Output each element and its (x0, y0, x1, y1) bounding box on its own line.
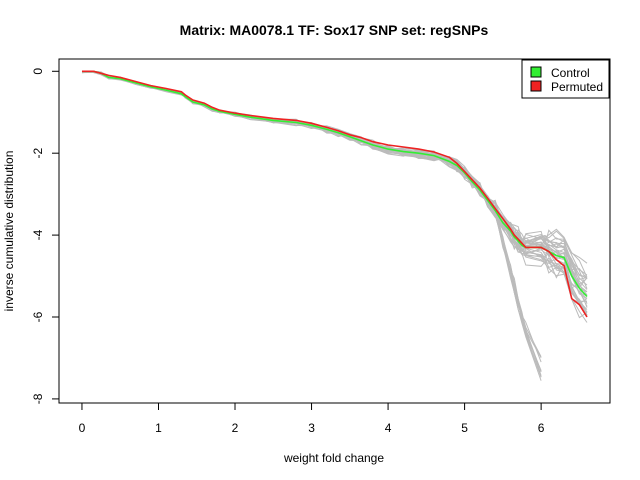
x-axis: 0 1 2 3 4 5 6 (79, 402, 545, 435)
series-line-control (82, 70, 588, 298)
background-run-line (81, 70, 542, 371)
y-tick-label: 0 (31, 68, 45, 75)
x-tick-label: 2 (232, 421, 239, 435)
background-run-line (82, 70, 588, 286)
background-run-line (81, 70, 588, 276)
background-run-line (81, 70, 542, 381)
y-axis: 0 -2 -4 -6 -8 (31, 68, 60, 404)
background-run-line (82, 71, 588, 292)
background-run-line (82, 70, 588, 289)
y-tick-label: -8 (31, 393, 45, 404)
legend-swatch-control (530, 66, 542, 78)
background-run-line (82, 70, 588, 290)
background-run-line (81, 70, 588, 286)
background-run-line (82, 70, 542, 376)
background-run-line (81, 70, 542, 372)
y-tick-label: -4 (31, 229, 45, 240)
x-tick-label: 3 (308, 421, 315, 435)
series-line-permuted (82, 70, 588, 318)
background-run-line (82, 70, 588, 289)
background-run-line (81, 70, 588, 280)
background-run-line (81, 70, 542, 358)
background-run-lines (81, 70, 588, 381)
plot-frame (58, 58, 611, 404)
background-run-line (82, 71, 588, 280)
background-run-line (82, 71, 588, 280)
background-run-line (81, 70, 542, 378)
y-tick-label: -2 (31, 148, 45, 159)
x-tick-label: 5 (461, 421, 468, 435)
y-axis-label: inverse cumulative distribution (2, 151, 16, 312)
x-axis-label: weight fold change (283, 451, 384, 465)
chart-title: Matrix: MA0078.1 TF: Sox17 SNP set: regS… (180, 22, 489, 38)
background-run-line (81, 70, 542, 357)
x-tick-label: 1 (155, 421, 162, 435)
background-run-line (82, 70, 588, 293)
background-run-line (81, 71, 588, 299)
background-run-line (81, 70, 542, 363)
background-run-line (81, 70, 588, 278)
background-run-line (81, 70, 588, 277)
background-run-line (81, 70, 588, 295)
legend-label-permuted: Permuted (551, 80, 603, 94)
series-lines (82, 70, 588, 318)
background-run-line (81, 71, 542, 378)
background-run-line (82, 70, 588, 323)
background-run-line (82, 70, 588, 296)
x-tick-label: 0 (79, 421, 86, 435)
legend-box (521, 59, 610, 99)
legend-swatch-permuted (530, 80, 542, 92)
background-run-line (81, 70, 542, 372)
x-tick-label: 6 (538, 421, 545, 435)
legend-label-control: Control (551, 66, 590, 80)
y-tick-label: -6 (31, 311, 45, 322)
x-tick-label: 4 (385, 421, 392, 435)
